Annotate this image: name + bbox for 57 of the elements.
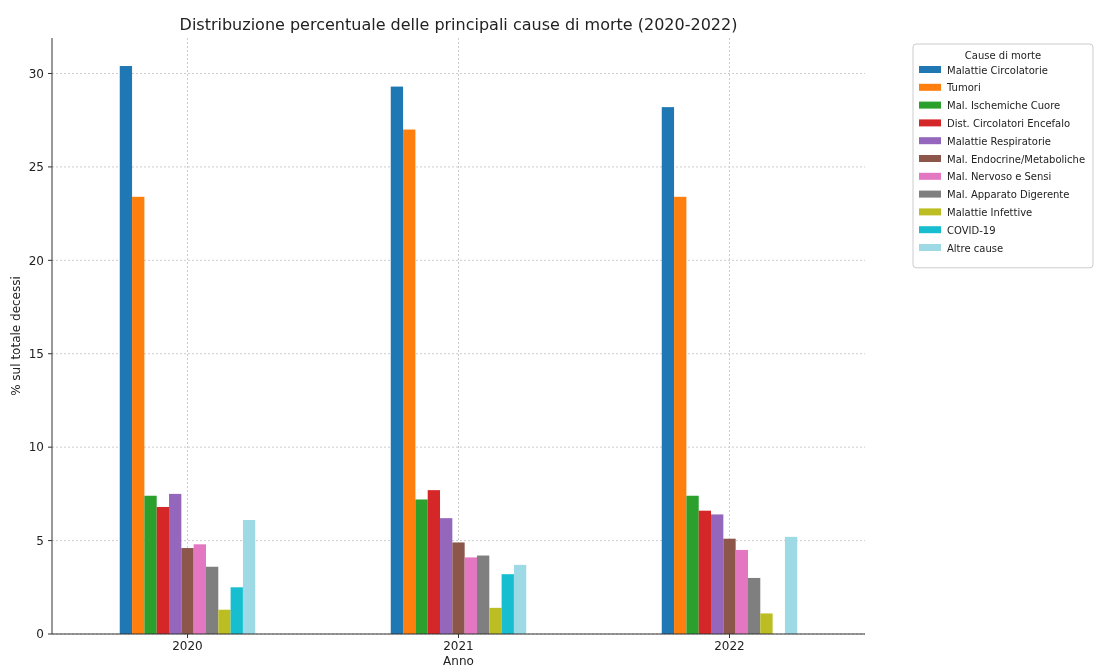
legend-label: Malattie Circolatorie	[947, 64, 1048, 76]
bar	[513, 564, 527, 634]
legend-label: Mal. Endocrine/Metaboliche	[947, 153, 1086, 165]
bar	[427, 490, 441, 634]
bar	[169, 493, 182, 634]
legend-title: Cause di morte	[964, 50, 1042, 61]
bar	[489, 607, 502, 634]
bar	[156, 506, 170, 634]
bar	[119, 66, 133, 634]
legend-label: Mal. Nervoso e Sensi	[947, 171, 1052, 183]
legend-label: Dist. Circolatori Encefalo	[947, 117, 1071, 129]
bar	[661, 107, 675, 634]
bar	[440, 518, 453, 634]
bar	[735, 549, 748, 634]
bar	[403, 129, 416, 634]
y-axis-title: % sul totale decessi	[9, 276, 23, 396]
bar	[711, 514, 724, 634]
x-axis-title: Anno	[443, 654, 474, 667]
legend-label: Malattie Respiratorie	[947, 135, 1051, 147]
bar	[723, 538, 736, 634]
bar	[218, 609, 231, 634]
legend-label: Altre cause	[947, 242, 1004, 254]
bar	[476, 555, 490, 634]
x-tick-label: 2022	[714, 639, 745, 653]
bar	[415, 499, 428, 634]
y-tick-label: 30	[28, 66, 44, 81]
bar	[698, 510, 712, 634]
bar	[205, 566, 219, 634]
legend-label: Mal. Apparato Digerente	[947, 189, 1070, 201]
y-tick-label: 0	[36, 627, 44, 642]
bar	[747, 577, 761, 634]
bar	[674, 196, 687, 634]
bar	[144, 495, 157, 634]
bar	[193, 544, 206, 634]
bar	[230, 587, 243, 634]
legend-label: COVID-19	[947, 224, 996, 236]
bar	[452, 542, 465, 634]
bar	[784, 536, 798, 634]
bar	[242, 520, 256, 634]
chart-title: Distribuzione percentuale delle principali cause di morte (2020-2022)	[179, 15, 738, 34]
legend-label: Malattie Infettive	[947, 206, 1033, 218]
y-tick-label: 10	[28, 440, 44, 455]
bar	[686, 495, 699, 634]
y-tick-label: 25	[28, 160, 44, 175]
x-tick-label: 2020	[172, 639, 203, 653]
bar	[132, 196, 145, 634]
bar	[181, 548, 194, 634]
y-tick-label: 20	[28, 253, 44, 268]
y-tick-label: 5	[36, 533, 44, 548]
legend-label: Tumori	[946, 82, 981, 94]
bar	[390, 86, 404, 634]
bar	[760, 613, 773, 634]
legend-label: Mal. Ischemiche Cuore	[947, 100, 1061, 112]
bar	[464, 557, 477, 634]
x-tick-label: 2021	[443, 639, 474, 653]
y-tick-label: 15	[28, 346, 44, 361]
bar	[501, 574, 514, 634]
